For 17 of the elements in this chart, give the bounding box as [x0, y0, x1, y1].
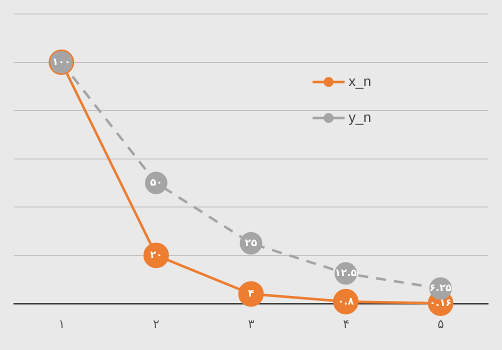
x-tick-label: ۵	[438, 317, 444, 332]
x-tick-label: ۴	[342, 317, 349, 332]
data-label: ۱۲.۵	[334, 268, 357, 280]
legend-label: x_n	[348, 72, 372, 89]
x-tick-label: ۱	[58, 317, 64, 332]
data-label: ۲۵	[244, 238, 258, 249]
data-label: ۴	[248, 288, 254, 300]
data-label: ۶.۲۵	[430, 283, 452, 294]
point	[238, 281, 264, 307]
legend-label: y_n	[348, 108, 372, 125]
data-label: ۲۰	[150, 250, 162, 261]
data-label: ۱۰۰	[52, 56, 71, 68]
data-label: ۵۰	[150, 178, 162, 189]
data-label: ۰.۱۶	[430, 298, 452, 309]
x-tick-label: ۳	[248, 317, 255, 332]
x-tick-label: ۲	[153, 317, 160, 332]
data-label: ۰.۸	[338, 296, 354, 308]
